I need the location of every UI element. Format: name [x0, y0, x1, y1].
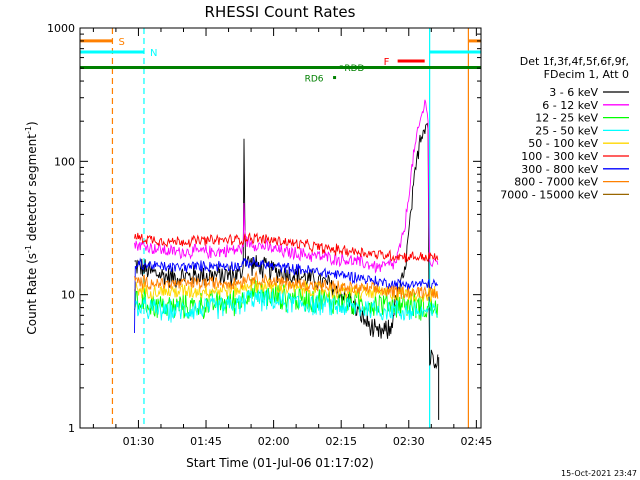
y-tick-label-4: 1000 — [47, 22, 75, 35]
series-line-2 — [134, 99, 439, 274]
legend-label-8: 800 - 7000 keV — [514, 176, 598, 189]
x-tick-label-5: 02:30 — [393, 435, 425, 448]
legend-header-2: FDecim 1, Att 0 — [544, 68, 629, 81]
legend-label-4: 25 - 50 keV — [535, 124, 598, 137]
flag-mark-label-1: RD6 — [305, 75, 324, 85]
x-tick-label-4: 02:15 — [325, 435, 357, 448]
y-axis-ticks: 1 10 100 1000 — [47, 22, 481, 435]
y-axis-label-main: Count Rate (s — [25, 253, 39, 335]
legend-label-1: 3 - 6 keV — [549, 86, 598, 99]
y-axis-label-end: ) — [25, 121, 39, 126]
y-axis-label-mid: detector segment — [25, 134, 39, 245]
x-axis-ticks: 01:30 01:45 02:00 02:15 02:30 02:45 — [92, 28, 493, 448]
y-axis-label-sup2: -1 — [24, 126, 33, 134]
flag-mark-label-2: RDD — [344, 64, 364, 74]
y-tick-label-3: 100 — [54, 155, 75, 168]
flag-bar-label-1: S — [118, 37, 124, 48]
count-rate-series — [134, 99, 440, 420]
flag-bar-label-2: N — [150, 48, 157, 59]
plot-frame — [79, 27, 482, 429]
x-tick-label-3: 02:00 — [258, 435, 290, 448]
legend-label-2: 6 - 12 keV — [542, 99, 598, 112]
legend-label-9: 7000 - 15000 keV — [500, 188, 598, 201]
series-line-3 — [134, 279, 439, 321]
x-tick-label-2: 01:45 — [190, 435, 222, 448]
time-interval-markers — [111, 28, 469, 428]
legend-label-5: 50 - 100 keV — [528, 137, 598, 150]
flag-mark-1 — [333, 76, 337, 80]
flag-bars: S N F RD6 RDD — [80, 37, 481, 85]
x-tick-label-6: 02:45 — [461, 435, 493, 448]
legend-label-7: 300 - 800 keV — [521, 163, 598, 176]
series-line-1 — [134, 122, 439, 370]
y-axis-label: Count Rate (s-1 detector segment-1) — [24, 121, 39, 334]
legend-label-3: 12 - 25 keV — [535, 112, 598, 125]
y-tick-label-2: 10 — [61, 289, 75, 302]
legend-label-6: 100 - 300 keV — [521, 150, 598, 163]
series-line-6 — [134, 232, 439, 263]
flag-bar-label-6: F — [384, 57, 390, 68]
y-axis-label-sup1: -1 — [24, 245, 33, 253]
series-line-8 — [134, 270, 439, 300]
series-line-4 — [134, 288, 439, 323]
flag-mark-2 — [339, 65, 343, 69]
timestamp: 15-Oct-2021 23:47 — [561, 469, 637, 478]
chart-title: RHESSI Count Rates — [205, 3, 356, 21]
legend-header-1: Det 1f,3f,4f,5f,6f,9f, — [520, 55, 629, 68]
legend: Det 1f,3f,4f,5f,6f,9f, FDecim 1, Att 0 3… — [500, 55, 629, 201]
x-axis-label: Start Time (01-Jul-06 01:17:02) — [186, 456, 374, 470]
y-tick-label-1: 1 — [68, 422, 75, 435]
x-tick-label-1: 01:30 — [123, 435, 155, 448]
